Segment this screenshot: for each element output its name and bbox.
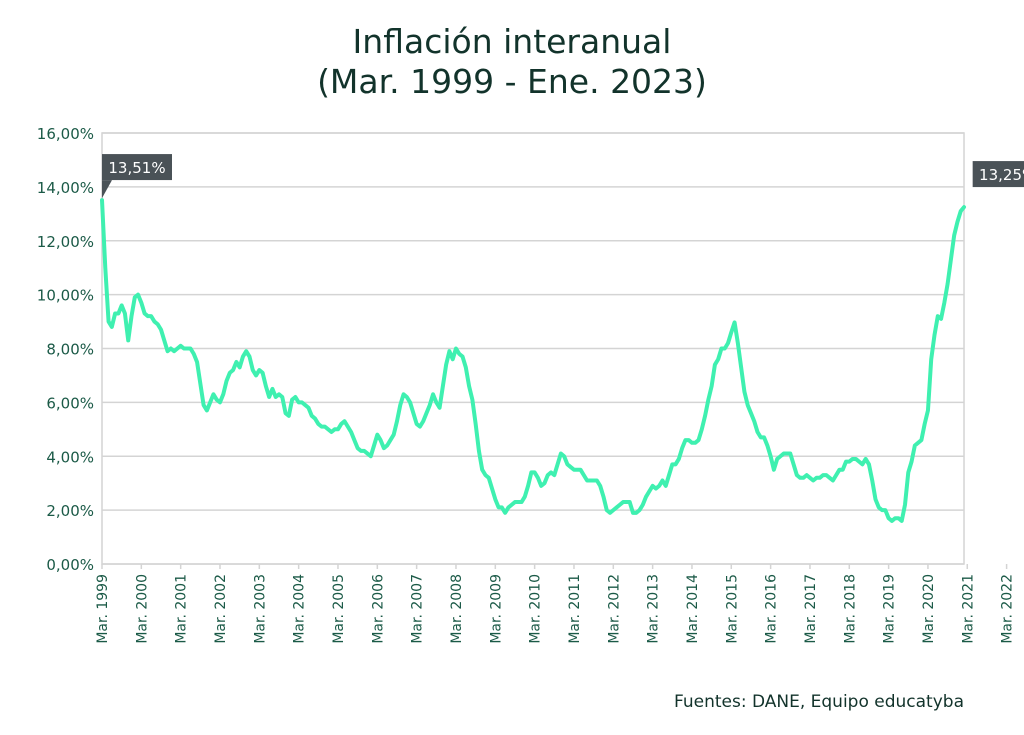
chart-subtitle: (Mar. 1999 - Ene. 2023) [317, 62, 707, 101]
x-tick-label: Mar. 2007 [410, 574, 426, 644]
x-tick-label: Mar. 2002 [213, 574, 229, 644]
x-tick-label: Mar. 2017 [803, 574, 819, 644]
plot-frame [101, 132, 965, 565]
y-tick-label: 6,00% [46, 394, 94, 412]
x-tick-label: Mar. 2010 [528, 574, 544, 644]
x-tick-label: Mar. 2001 [174, 574, 190, 644]
series-line [100, 198, 966, 523]
y-tick-label: 10,00% [37, 287, 94, 305]
annotation-pointer [102, 180, 112, 199]
x-tick-label: Mar. 2022 [1000, 574, 1016, 644]
chart-title-block: Inflación interanual (Mar. 1999 - Ene. 2… [0, 22, 1024, 102]
gridlines [102, 132, 964, 565]
x-tick-label: Mar. 2011 [567, 574, 583, 644]
y-tick-label: 12,00% [37, 233, 94, 251]
chart-title: Inflación interanual [352, 22, 672, 61]
annotations: 13,51% 13,25% [102, 154, 1024, 199]
x-tick-label: Mar. 2013 [646, 574, 662, 644]
x-tick-label: Mar. 2020 [921, 574, 937, 644]
x-tick-label: Mar. 2008 [449, 574, 465, 644]
annotation-box [972, 161, 1024, 188]
x-tick-label: Mar. 2016 [764, 574, 780, 644]
y-tick-label: 8,00% [46, 341, 94, 359]
x-tick-label: Mar. 2003 [252, 574, 268, 644]
x-tick-label: Mar. 2006 [370, 574, 386, 644]
y-tick-label: 4,00% [46, 448, 94, 466]
y-tick-label: 16,00% [37, 125, 94, 143]
x-axis: Mar. 1999 Mar. 2000 Mar. 2001 Mar. 2002 Mar.… [95, 564, 1016, 644]
x-tick-label: Mar. 2000 [134, 574, 150, 644]
x-tick-label: Mar. 2014 [685, 574, 701, 644]
y-tick-label: 0,00% [46, 556, 94, 574]
x-tick-label: Mar. 2015 [724, 574, 740, 644]
x-tick-label: Mar. 2012 [606, 574, 622, 644]
annotation-box [102, 154, 172, 181]
x-tick-label: Mar. 2004 [292, 574, 308, 644]
y-tick-label: 2,00% [46, 502, 94, 520]
source-note: Fuentes: DANE, Equipo educatyba [673, 692, 964, 712]
y-axis: 0,00% 2,00% 4,00% 6,00% 8,00% 10,00% 12,00% 14,… [37, 125, 94, 574]
x-tick-label: Mar. 1999 [95, 574, 111, 644]
x-tick-label: Mar. 2009 [488, 574, 504, 644]
y-tick-label: 14,00% [37, 179, 94, 197]
x-tick-label: Mar. 2005 [331, 574, 347, 644]
x-tick-label: Mar. 2018 [842, 574, 858, 644]
annotation-label: 13,25% [979, 166, 1024, 184]
x-tick-label: Mar. 2019 [882, 574, 898, 644]
annotation-label: 13,51% [108, 159, 165, 177]
x-tick-label: Mar. 2021 [960, 574, 976, 644]
